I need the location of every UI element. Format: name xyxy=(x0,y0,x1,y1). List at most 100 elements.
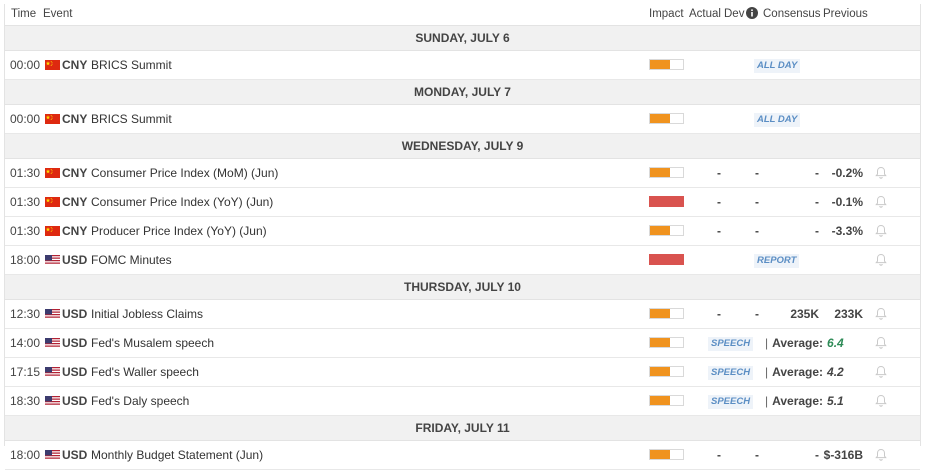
average-value: 6.4 xyxy=(827,336,844,350)
info-icon[interactable] xyxy=(746,7,758,22)
actual-value: - xyxy=(717,307,721,321)
previous-value: -0.1% xyxy=(831,195,863,209)
impact-indicator xyxy=(649,196,684,207)
bell-icon[interactable] xyxy=(874,448,888,462)
impact-indicator xyxy=(649,254,684,265)
consensus-value: - xyxy=(815,195,819,209)
bell-icon[interactable] xyxy=(874,365,888,379)
event-tag: SPEECH xyxy=(708,337,754,351)
table-row[interactable]: 17:15 USD Fed's Waller speech SPEECH | Averag… xyxy=(5,358,920,387)
event-time: 00:00 xyxy=(10,112,41,126)
impact-fill xyxy=(650,197,683,206)
actual-value: - xyxy=(717,224,721,238)
event-name[interactable]: Fed's Musalem speech xyxy=(91,336,215,350)
event-currency: CNY xyxy=(62,112,88,126)
consensus-value: 235K xyxy=(790,307,819,321)
calendar-body: SUNDAY, JULY 6 00:00 CNY BRICS Summit ALL DA… xyxy=(5,26,920,470)
dev-value: - xyxy=(755,166,759,180)
day-header: SUNDAY, JULY 6 xyxy=(5,26,920,51)
previous-value: $-316B xyxy=(823,448,863,462)
us-flag-icon xyxy=(45,309,60,319)
impact-fill xyxy=(650,338,670,347)
event-name[interactable]: Producer Price Index (YoY) (Jun) xyxy=(91,224,267,238)
previous-value: -3.3% xyxy=(831,224,863,238)
table-row[interactable]: 01:30 CNY Producer Price Index (YoY) (Jun)… xyxy=(5,217,920,246)
china-flag-icon xyxy=(45,226,60,236)
event-name[interactable]: Consumer Price Index (MoM) (Jun) xyxy=(91,166,279,180)
event-currency: USD xyxy=(62,307,88,321)
bell-icon[interactable] xyxy=(874,394,888,408)
event-currency: USD xyxy=(62,448,88,462)
event-time: 01:30 xyxy=(10,166,41,180)
event-name[interactable]: Monthly Budget Statement (Jun) xyxy=(91,448,264,462)
table-row[interactable]: 18:30 USD Fed's Daly speech SPEECH | Average:… xyxy=(5,387,920,416)
event-time: 18:30 xyxy=(10,394,41,408)
bell-icon[interactable] xyxy=(874,195,888,209)
bell-icon[interactable] xyxy=(874,224,888,238)
table-header: Time Event Impact Actual Dev Consensus P… xyxy=(5,4,920,26)
impact-indicator xyxy=(649,225,684,236)
event-name[interactable]: Consumer Price Index (YoY) (Jun) xyxy=(91,195,274,209)
actual-value: - xyxy=(717,166,721,180)
table-row[interactable]: 01:30 CNY Consumer Price Index (MoM) (Jun)… xyxy=(5,159,920,188)
impact-fill xyxy=(650,168,670,177)
header-event: Event xyxy=(43,8,73,20)
average-label: Average: xyxy=(772,336,824,350)
event-currency: USD xyxy=(62,365,88,379)
header-previous: Previous xyxy=(823,8,868,20)
impact-fill xyxy=(650,226,670,235)
table-row[interactable]: 14:00 USD Fed's Musalem speech SPEECH | Avera… xyxy=(5,329,920,358)
header-dev: Dev xyxy=(724,8,745,20)
us-flag-icon xyxy=(45,450,60,460)
china-flag-icon xyxy=(45,114,60,124)
impact-indicator xyxy=(649,449,684,460)
average-forecast: | Average: 4.2 xyxy=(765,365,844,379)
dev-value: - xyxy=(755,195,759,209)
average-label: Average: xyxy=(772,365,824,379)
event-time: 17:15 xyxy=(10,365,41,379)
event-currency: USD xyxy=(62,336,88,350)
table-row[interactable]: 12:30 USD Initial Jobless Claims - - 235K 233K xyxy=(5,300,920,329)
previous-value: 233K xyxy=(834,307,863,321)
consensus-value: - xyxy=(815,166,819,180)
average-value: 5.1 xyxy=(827,394,844,408)
us-flag-icon xyxy=(45,255,60,265)
impact-indicator xyxy=(649,337,684,348)
event-time: 12:30 xyxy=(10,307,41,321)
event-name[interactable]: Fed's Waller speech xyxy=(91,365,199,379)
table-row[interactable]: 00:00 CNY BRICS Summit ALL DAY xyxy=(5,105,920,134)
event-name[interactable]: Initial Jobless Claims xyxy=(91,307,204,321)
day-header: FRIDAY, JULY 11 xyxy=(5,416,920,441)
table-row[interactable]: 00:00 CNY BRICS Summit ALL DAY xyxy=(5,51,920,80)
header-consensus: Consensus xyxy=(763,8,821,20)
us-flag-icon xyxy=(45,367,60,377)
actual-value: - xyxy=(717,448,721,462)
separator: | xyxy=(765,365,769,379)
bell-icon[interactable] xyxy=(874,253,888,267)
event-name[interactable]: FOMC Minutes xyxy=(91,253,172,267)
day-header: THURSDAY, JULY 10 xyxy=(5,275,920,300)
bell-icon[interactable] xyxy=(874,166,888,180)
economic-calendar: Time Event Impact Actual Dev Consensus P… xyxy=(4,4,921,470)
event-name[interactable]: BRICS Summit xyxy=(91,58,172,72)
event-currency: CNY xyxy=(62,58,88,72)
table-row[interactable]: 18:00 USD FOMC Minutes REPORT xyxy=(5,246,920,275)
bell-icon[interactable] xyxy=(874,307,888,321)
table-row[interactable]: 01:30 CNY Consumer Price Index (YoY) (Jun)… xyxy=(5,188,920,217)
us-flag-icon xyxy=(45,396,60,406)
event-currency: USD xyxy=(62,394,88,408)
event-currency: USD xyxy=(62,253,88,267)
event-name[interactable]: Fed's Daly speech xyxy=(91,394,190,408)
impact-fill xyxy=(650,114,670,123)
china-flag-icon xyxy=(45,168,60,178)
china-flag-icon xyxy=(45,60,60,70)
dev-value: - xyxy=(755,224,759,238)
separator: | xyxy=(765,336,769,350)
bell-icon[interactable] xyxy=(874,336,888,350)
impact-indicator xyxy=(649,395,684,406)
table-row[interactable]: 18:00 USD Monthly Budget Statement (Jun) - -… xyxy=(5,441,920,470)
day-header: MONDAY, JULY 7 xyxy=(5,80,920,105)
event-tag: ALL DAY xyxy=(754,113,801,127)
event-name[interactable]: BRICS Summit xyxy=(91,112,172,126)
consensus-value: - xyxy=(815,448,819,462)
